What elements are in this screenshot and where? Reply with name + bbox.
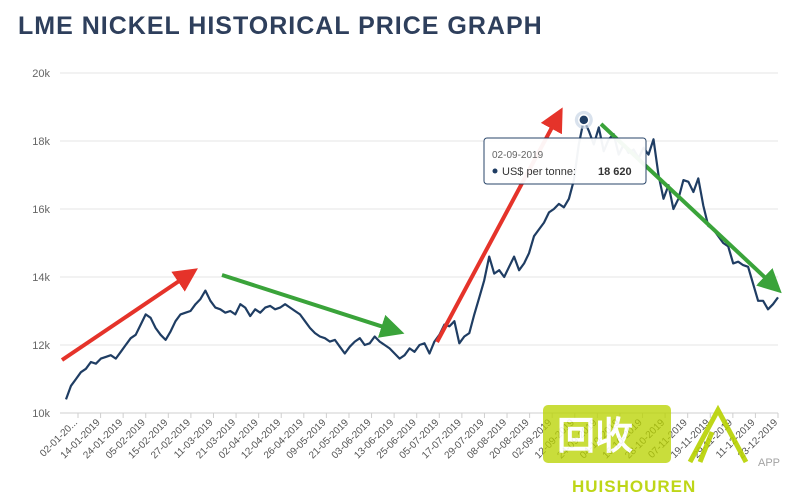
y-tick-label: 10k [32, 408, 50, 420]
tooltip-label: US$ per tonne: [502, 166, 576, 178]
series-line-nickel-price [64, 118, 779, 400]
y-axis: 10k 12k 14k 16k 18k 20k [32, 68, 778, 420]
y-tick-label: 12k [32, 340, 50, 352]
watermark-tent-icon [687, 404, 749, 464]
gridlines [60, 72, 778, 414]
tooltip: 02-09-2019 US$ per tonne: 18 620 [483, 137, 647, 185]
y-tick-label: 16k [32, 204, 50, 216]
tooltip-date: 02-09-2019 [492, 150, 544, 161]
tooltip-value: 18 620 [598, 166, 632, 178]
page-title: LME NICKEL HISTORICAL PRICE GRAPH [18, 12, 543, 40]
trend-arrow-green [221, 273, 405, 338]
watermark: 回收 HUISHOUREN APP [543, 404, 780, 496]
y-tick-label: 20k [32, 68, 50, 80]
trend-arrow-red [60, 268, 198, 362]
trend-arrows [60, 107, 782, 362]
watermark-logo-box [543, 405, 671, 463]
watermark-cn-text: 回收 [557, 414, 633, 458]
highlight-marker-layer [574, 110, 593, 129]
watermark-brand: HUISHOUREN [572, 477, 696, 496]
series-layer [64, 118, 779, 400]
highlight-marker [578, 114, 590, 126]
watermark-app: APP [758, 457, 780, 469]
tooltip-box [483, 137, 647, 185]
y-tick-label: 18k [32, 136, 50, 148]
tooltip-bullet [492, 168, 498, 174]
y-tick-label: 14k [32, 272, 50, 284]
